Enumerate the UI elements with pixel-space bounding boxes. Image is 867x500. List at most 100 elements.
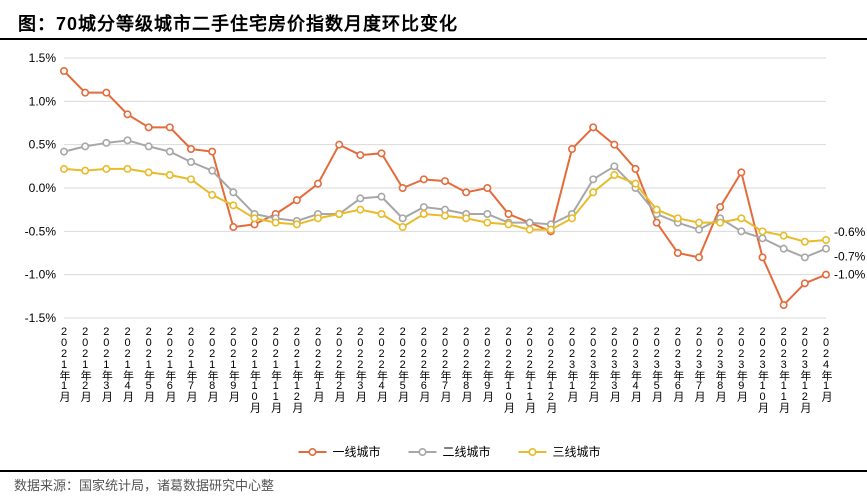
series-marker bbox=[442, 178, 448, 184]
source-text: 数据来源：国家统计局，诸葛数据研究中心整 bbox=[14, 475, 274, 494]
series-marker bbox=[675, 250, 681, 256]
svg-text:2022年4月: 2022年4月 bbox=[376, 326, 389, 402]
series-marker bbox=[82, 167, 88, 173]
series-marker bbox=[82, 143, 88, 149]
series-marker bbox=[103, 166, 109, 172]
svg-text:2022年3月: 2022年3月 bbox=[354, 326, 367, 402]
series-marker bbox=[103, 89, 109, 95]
svg-text:2022年8月: 2022年8月 bbox=[460, 326, 473, 402]
svg-text:-0.6%: -0.6% bbox=[834, 225, 866, 239]
svg-text:-0.5%: -0.5% bbox=[25, 224, 57, 238]
svg-text:-1.0%: -1.0% bbox=[834, 268, 866, 282]
series-marker bbox=[357, 206, 363, 212]
series-marker bbox=[738, 215, 744, 221]
series-line bbox=[64, 140, 826, 257]
series-marker bbox=[738, 169, 744, 175]
series-marker bbox=[759, 228, 765, 234]
svg-text:2023年12月: 2023年12月 bbox=[799, 326, 812, 413]
series-marker bbox=[611, 172, 617, 178]
series-marker bbox=[145, 124, 151, 130]
svg-text:-1.5%: -1.5% bbox=[25, 311, 57, 325]
series-marker bbox=[802, 254, 808, 260]
series-marker bbox=[399, 215, 405, 221]
series-marker bbox=[632, 180, 638, 186]
series-marker bbox=[124, 111, 130, 117]
svg-text:2023年10月: 2023年10月 bbox=[757, 326, 770, 413]
series-marker bbox=[823, 245, 829, 251]
series-marker bbox=[802, 280, 808, 286]
svg-text:2021年3月: 2021年3月 bbox=[100, 326, 113, 402]
series-marker bbox=[188, 146, 194, 152]
legend: 一线城市二线城市三线城市 bbox=[299, 444, 601, 459]
series-marker bbox=[230, 202, 236, 208]
svg-text:0.5%: 0.5% bbox=[29, 138, 57, 152]
svg-text:2022年12月: 2022年12月 bbox=[545, 326, 558, 413]
svg-text:1.0%: 1.0% bbox=[29, 94, 57, 108]
series-marker bbox=[399, 185, 405, 191]
series-marker bbox=[505, 221, 511, 227]
series-marker bbox=[188, 159, 194, 165]
series-marker bbox=[103, 140, 109, 146]
chart-container: 图：70城分等级城市二手住宅房价指数月度环比变化 -1.5%-1.0%-0.5%… bbox=[0, 0, 867, 500]
series-marker bbox=[569, 215, 575, 221]
series-marker bbox=[61, 148, 67, 154]
series-marker bbox=[696, 254, 702, 260]
line-chart: -1.5%-1.0%-0.5%0.0%0.5%1.0%1.5%2021年1月20… bbox=[0, 42, 867, 472]
svg-text:-1.0%: -1.0% bbox=[25, 268, 57, 282]
svg-text:2022年10月: 2022年10月 bbox=[503, 326, 516, 413]
svg-text:2023年8月: 2023年8月 bbox=[714, 326, 727, 402]
series-marker bbox=[484, 219, 490, 225]
svg-text:2023年6月: 2023年6月 bbox=[672, 326, 685, 402]
svg-text:2023年1月: 2023年1月 bbox=[566, 326, 579, 402]
svg-text:2023年4月: 2023年4月 bbox=[630, 326, 643, 402]
series-marker bbox=[294, 221, 300, 227]
svg-text:2022年9月: 2022年9月 bbox=[481, 326, 494, 402]
series-marker bbox=[230, 224, 236, 230]
series-marker bbox=[590, 176, 596, 182]
series-marker bbox=[505, 211, 511, 217]
series-marker bbox=[167, 172, 173, 178]
series-marker bbox=[357, 152, 363, 158]
svg-text:2021年5月: 2021年5月 bbox=[143, 326, 156, 402]
series-marker bbox=[167, 124, 173, 130]
series-marker bbox=[357, 195, 363, 201]
series-marker bbox=[421, 211, 427, 217]
series-marker bbox=[780, 245, 786, 251]
series-marker bbox=[145, 143, 151, 149]
series-marker bbox=[653, 206, 659, 212]
series-marker bbox=[463, 215, 469, 221]
svg-text:2021年6月: 2021年6月 bbox=[164, 326, 177, 402]
svg-text:-0.7%: -0.7% bbox=[834, 250, 866, 264]
svg-text:2023年9月: 2023年9月 bbox=[735, 326, 748, 402]
series-marker bbox=[82, 89, 88, 95]
series-marker bbox=[696, 219, 702, 225]
series-marker bbox=[484, 185, 490, 191]
series-marker bbox=[717, 219, 723, 225]
series-marker bbox=[696, 226, 702, 232]
series-marker bbox=[124, 166, 130, 172]
svg-text:二线城市: 二线城市 bbox=[443, 444, 491, 459]
series-marker bbox=[209, 167, 215, 173]
svg-text:一线城市: 一线城市 bbox=[333, 444, 381, 459]
svg-text:2023年5月: 2023年5月 bbox=[651, 326, 664, 402]
series-marker bbox=[399, 224, 405, 230]
series-marker bbox=[590, 124, 596, 130]
series-marker bbox=[611, 163, 617, 169]
svg-text:2021年1月: 2021年1月 bbox=[58, 326, 71, 402]
series-marker bbox=[378, 150, 384, 156]
series-marker bbox=[675, 215, 681, 221]
series-marker bbox=[738, 228, 744, 234]
svg-text:2022年7月: 2022年7月 bbox=[439, 326, 452, 402]
series-marker bbox=[61, 68, 67, 74]
series-marker bbox=[124, 137, 130, 143]
series-marker bbox=[526, 226, 532, 232]
series-marker bbox=[780, 302, 786, 308]
svg-text:2021年12月: 2021年12月 bbox=[291, 326, 304, 413]
series-marker bbox=[442, 213, 448, 219]
source-overline bbox=[0, 470, 867, 472]
series-marker bbox=[823, 271, 829, 277]
svg-text:2021年4月: 2021年4月 bbox=[122, 326, 135, 402]
series-marker bbox=[823, 237, 829, 243]
series-marker bbox=[463, 189, 469, 195]
svg-text:0.0%: 0.0% bbox=[29, 181, 57, 195]
